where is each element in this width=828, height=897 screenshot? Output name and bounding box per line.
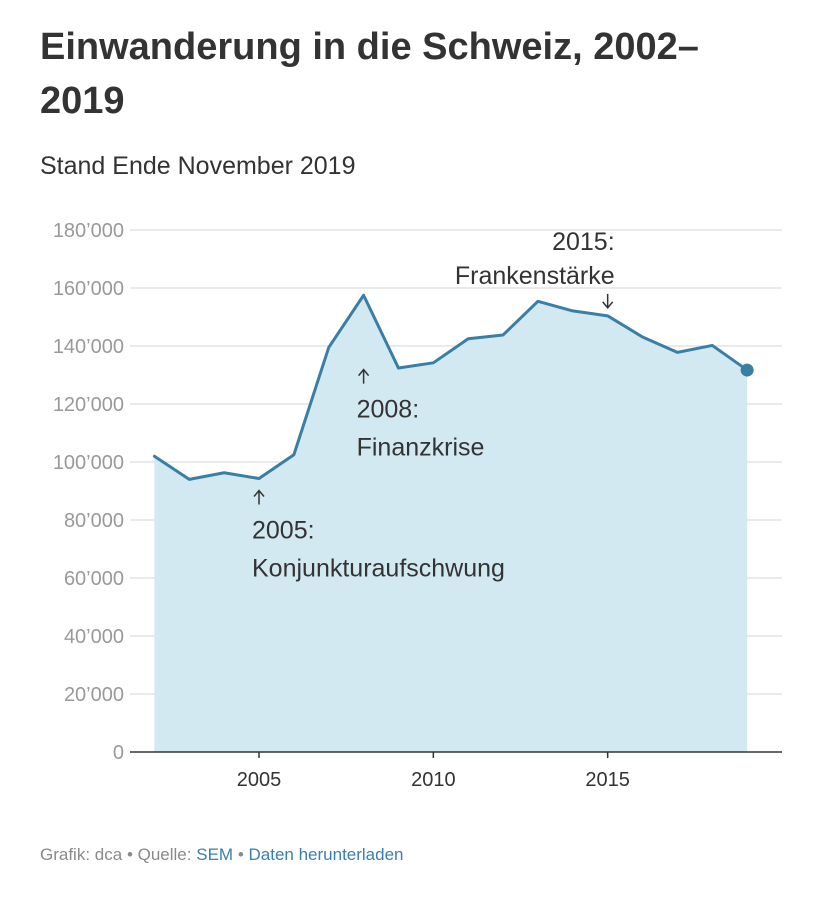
chart-footer: Grafik: dca • Quelle: SEM • Daten herunt… [40,845,404,865]
annotation-label: 2005: [252,517,315,545]
y-tick-label: 80’000 [64,510,124,532]
y-tick-label: 0 [113,742,124,764]
download-data-link[interactable]: Daten herunterladen [248,845,404,864]
annotation-label: Finanzkrise [357,434,485,462]
annotation-arrow-up [253,489,265,505]
footer-separator: • [237,845,244,864]
annotation-label: Konjunkturaufschwung [252,555,505,583]
y-tick-label: 180’000 [53,220,124,242]
annotation-label: 2015: [552,228,615,256]
chart-subtitle: Stand Ende November 2019 [40,152,356,180]
chart-title: Einwanderung in die Schweiz, 2002–2019 [40,26,699,122]
annotations: 2005: Konjunkturaufschwung 2008: Finanzkris… [252,228,615,583]
annotation-arrow-down [602,293,614,310]
annotation-label: Frankenstärke [455,262,615,290]
annotation-arrow-up [358,368,370,384]
y-tick-label: 60’000 [64,568,124,590]
x-tick-label: 2015 [585,769,630,791]
y-tick-label: 140’000 [53,336,124,358]
y-tick-label: 120’000 [53,394,124,416]
axes: 2005 2010 2015 [130,751,782,791]
source-link[interactable]: SEM [196,845,234,864]
last-point-marker [740,363,754,377]
series-line [152,293,754,481]
x-tick-label: 2005 [237,769,282,791]
area-fill [154,295,748,752]
y-tick-label: 160’000 [53,278,124,300]
y-tick-label: 40’000 [64,626,124,648]
y-tick-label: 100’000 [53,452,124,474]
footer-source-label: Quelle: [137,845,192,864]
footer-separator: • [126,845,133,864]
footer-credit: Grafik: dca [40,845,123,864]
x-tick-label: 2010 [411,769,456,791]
annotation-label: 2008: [357,396,420,424]
area-fill-shape [154,295,748,752]
series-line-path [152,293,749,481]
y-tick-label: 20’000 [64,684,124,706]
